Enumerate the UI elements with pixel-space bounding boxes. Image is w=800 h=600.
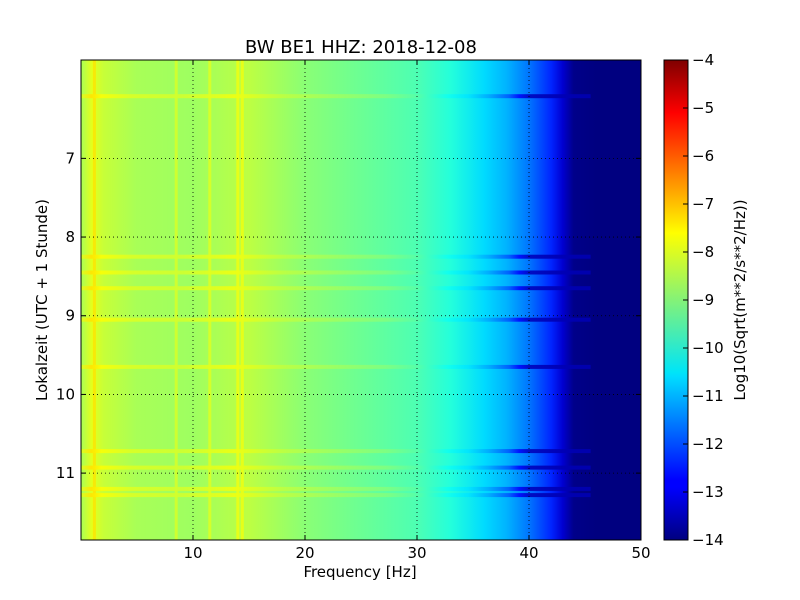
frequency-lines xyxy=(92,60,244,540)
colorbar-tick-label: −11 xyxy=(692,387,724,405)
time-band xyxy=(81,493,591,498)
x-tick-label: 30 xyxy=(407,544,426,562)
plot-area xyxy=(81,60,641,540)
time-band xyxy=(81,465,591,470)
colorbar-tick-label: −14 xyxy=(692,531,724,549)
time-band xyxy=(81,317,591,322)
time-band xyxy=(81,94,591,99)
colorbar-tick-label: −7 xyxy=(692,195,714,213)
time-band xyxy=(81,364,591,369)
y-tick-label: 8 xyxy=(65,228,75,246)
frequency-line xyxy=(240,60,244,540)
y-tick-label: 11 xyxy=(56,464,75,482)
frequency-line xyxy=(174,60,178,540)
y-tick-label: 7 xyxy=(65,149,75,167)
y-tick-label: 9 xyxy=(65,307,75,325)
frequency-line xyxy=(236,60,240,540)
colorbar-tick-label: −4 xyxy=(692,51,714,69)
colorbar-tick-label: −10 xyxy=(692,339,724,357)
x-axis-label: Frequency [Hz] xyxy=(303,563,416,581)
x-axis: 10 20 30 40 50 xyxy=(183,60,651,562)
colorbar-tick-label: −12 xyxy=(692,435,724,453)
colorbar-ticks: −4 −5 −6 −7 −8 −9 −10 −11 −12 −13 −14 xyxy=(683,51,724,549)
colorbar-tick-label: −9 xyxy=(692,291,714,309)
x-tick-label: 20 xyxy=(295,544,314,562)
frequency-line xyxy=(208,60,212,540)
y-axis-label: Lokalzeit (UTC + 1 Stunde) xyxy=(33,199,51,401)
chart-title: BW BE1 HHZ: 2018-12-08 xyxy=(245,37,477,58)
time-band xyxy=(81,254,591,259)
time-band xyxy=(81,449,591,454)
y-tick-label: 10 xyxy=(56,385,75,403)
colorbar-label: Log10(Sqrt(m**2/s**2/Hz)) xyxy=(731,199,749,400)
frequency-line xyxy=(92,60,96,540)
colorbar-tick-label: −6 xyxy=(692,147,714,165)
grid-lines xyxy=(81,60,641,540)
time-band xyxy=(81,486,591,491)
x-tick-label: 40 xyxy=(519,544,538,562)
colorbar-tick-label: −8 xyxy=(692,243,714,261)
spectrogram-background xyxy=(81,60,641,540)
time-bands xyxy=(81,94,591,498)
colorbar: −4 −5 −6 −7 −8 −9 −10 −11 −12 −13 −14 Log10(Sqrt(m… xyxy=(663,51,749,549)
x-tick-label: 10 xyxy=(183,544,202,562)
colorbar-tick-label: −13 xyxy=(692,483,724,501)
colorbar-tick-label: −5 xyxy=(692,99,714,117)
y-axis: 7 8 9 10 11 xyxy=(56,149,641,482)
time-band xyxy=(81,270,591,275)
time-band xyxy=(81,286,591,291)
plot-frame xyxy=(80,59,642,541)
x-tick-label: 50 xyxy=(631,544,650,562)
